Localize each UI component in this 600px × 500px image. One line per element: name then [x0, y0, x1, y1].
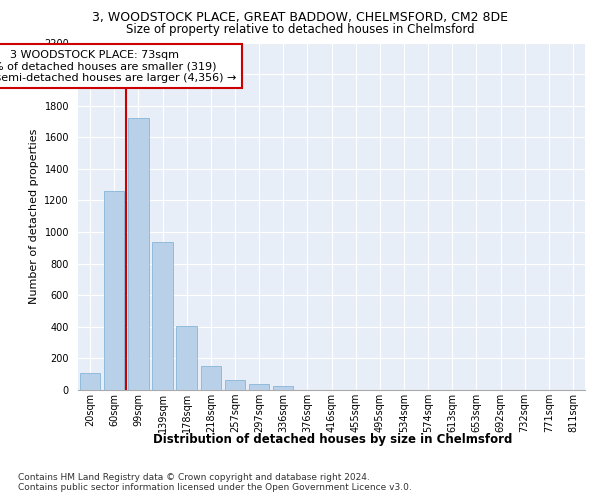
Bar — [104, 191, 124, 390]
Y-axis label: Number of detached properties: Number of detached properties — [29, 128, 38, 304]
Text: Size of property relative to detached houses in Chelmsford: Size of property relative to detached ho… — [125, 22, 475, 36]
Bar — [273, 386, 293, 390]
Bar — [249, 384, 269, 390]
Bar — [152, 242, 173, 390]
Bar — [176, 326, 197, 390]
Bar — [80, 372, 100, 390]
Text: 3, WOODSTOCK PLACE, GREAT BADDOW, CHELMSFORD, CM2 8DE: 3, WOODSTOCK PLACE, GREAT BADDOW, CHELMS… — [92, 11, 508, 24]
Bar — [200, 366, 221, 390]
Text: 3 WOODSTOCK PLACE: 73sqm
← 7% of detached houses are smaller (319)
93% of semi-d: 3 WOODSTOCK PLACE: 73sqm ← 7% of detache… — [0, 50, 236, 83]
Text: Contains HM Land Registry data © Crown copyright and database right 2024.
Contai: Contains HM Land Registry data © Crown c… — [18, 472, 412, 492]
Bar — [224, 380, 245, 390]
Bar — [128, 118, 149, 390]
Text: Distribution of detached houses by size in Chelmsford: Distribution of detached houses by size … — [154, 432, 512, 446]
